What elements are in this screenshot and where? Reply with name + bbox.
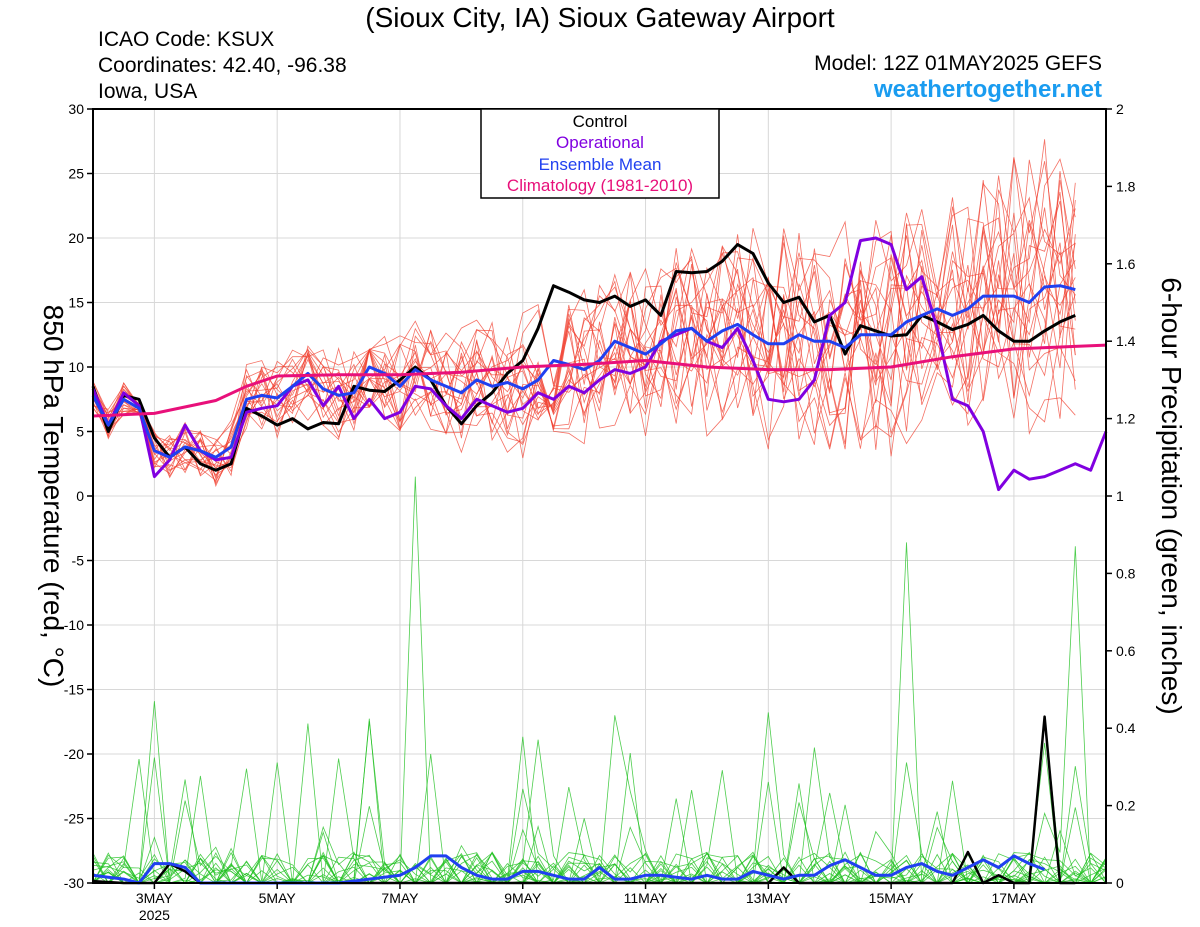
temp-member-line bbox=[92, 200, 1076, 477]
y-tick-label: -30 bbox=[64, 875, 84, 891]
temp-member-line bbox=[92, 159, 1076, 456]
y-tick-label: 15 bbox=[68, 295, 84, 311]
y2-tick-label: 1 bbox=[1116, 488, 1124, 504]
temp-member-line bbox=[92, 157, 1076, 471]
chart-title: (Sioux City, IA) Sioux Gateway Airport bbox=[365, 2, 835, 33]
temp-member-line bbox=[92, 223, 1076, 480]
y-tick-label: -20 bbox=[64, 746, 84, 762]
y2-axis-label: 6-hour Precipitation (green, inches) bbox=[1156, 277, 1187, 714]
control-line bbox=[91, 243, 1076, 472]
precip-member-line bbox=[93, 546, 1107, 885]
x-tick-sublabel: 2025 bbox=[139, 907, 170, 923]
x-tick-label: 3MAY bbox=[136, 890, 174, 906]
y2-tick-label: 0.8 bbox=[1116, 565, 1136, 581]
temp-member-line bbox=[92, 158, 1076, 463]
region-label: Iowa, USA bbox=[98, 80, 198, 103]
ensemble-mean-line bbox=[91, 284, 1076, 459]
y2-tick-label: 0 bbox=[1116, 875, 1124, 891]
temp-member-line bbox=[92, 191, 1076, 478]
legend-ensemble-mean: Ensemble Mean bbox=[539, 155, 662, 174]
y-tick-label: -25 bbox=[64, 811, 84, 827]
precip-member-line bbox=[93, 721, 1107, 885]
y-tick-label: 20 bbox=[68, 230, 84, 246]
temp-member-line bbox=[92, 189, 1076, 469]
x-tick-label: 17MAY bbox=[991, 890, 1037, 906]
y2-tick-label: 0.6 bbox=[1116, 643, 1136, 659]
y2-tick-label: 1.2 bbox=[1116, 411, 1136, 427]
temp-member-line bbox=[92, 157, 1076, 476]
y-tick-label: -10 bbox=[64, 617, 84, 633]
x-tick-label: 11MAY bbox=[624, 890, 668, 906]
climatology-1981-2010-line bbox=[92, 343, 1107, 418]
operational-line bbox=[91, 236, 1108, 492]
y2-tick-label: 0.2 bbox=[1116, 798, 1136, 814]
precip-member-line bbox=[92, 762, 1107, 885]
coordinates-label: Coordinates: 42.40, -96.38 bbox=[98, 54, 347, 77]
grid bbox=[93, 109, 1106, 883]
y-axis-label: 850 hPa Temperature (red, °C) bbox=[38, 305, 69, 688]
legend-box bbox=[480, 108, 720, 199]
temp-member-line bbox=[92, 234, 1076, 471]
y2-tick-label: 1.6 bbox=[1116, 256, 1136, 272]
y-tick-label: 0 bbox=[76, 488, 84, 504]
y-tick-label: -15 bbox=[64, 682, 84, 698]
precip-member-line bbox=[92, 716, 1107, 885]
x-tick-label: 7MAY bbox=[381, 890, 419, 906]
icao-code-label: ICAO Code: KSUX bbox=[98, 28, 275, 51]
temp-member-line bbox=[92, 232, 1076, 484]
legend-operational: Operational bbox=[556, 133, 644, 152]
temp-member-line bbox=[92, 199, 1076, 485]
x-tick-label: 13MAY bbox=[746, 890, 792, 906]
x-tick-label: 5MAY bbox=[259, 890, 297, 906]
ensemble-members bbox=[92, 139, 1107, 885]
legend-climatology: Climatology (1981-2010) bbox=[507, 176, 693, 195]
y-tick-label: 10 bbox=[68, 359, 84, 375]
x-tick-label: 9MAY bbox=[504, 890, 542, 906]
y-tick-label: -5 bbox=[72, 553, 85, 569]
y2-tick-label: 1.8 bbox=[1116, 178, 1136, 194]
x-tick-label: 15MAY bbox=[869, 890, 915, 906]
y-tick-label: 5 bbox=[76, 424, 84, 440]
temp-member-line bbox=[92, 180, 1076, 471]
model-run-label: Model: 12Z 01MAY2025 GEFS bbox=[814, 52, 1102, 75]
y-tick-label: 25 bbox=[68, 166, 84, 182]
precip-member-line bbox=[92, 476, 1107, 885]
y2-tick-label: 2 bbox=[1116, 101, 1124, 117]
y2-tick-label: 1.4 bbox=[1116, 333, 1136, 349]
y2-tick-label: 0.4 bbox=[1116, 720, 1136, 736]
legend: Control Operational Ensemble Mean Climat… bbox=[480, 108, 720, 199]
axes: 302520151050-5-10-15-20-25-3021.81.61.41… bbox=[64, 101, 1136, 923]
precip-member-line bbox=[93, 542, 1106, 884]
legend-control: Control bbox=[573, 112, 628, 131]
site-link[interactable]: weathertogether.net bbox=[873, 76, 1102, 103]
y-tick-label: 30 bbox=[68, 101, 84, 117]
